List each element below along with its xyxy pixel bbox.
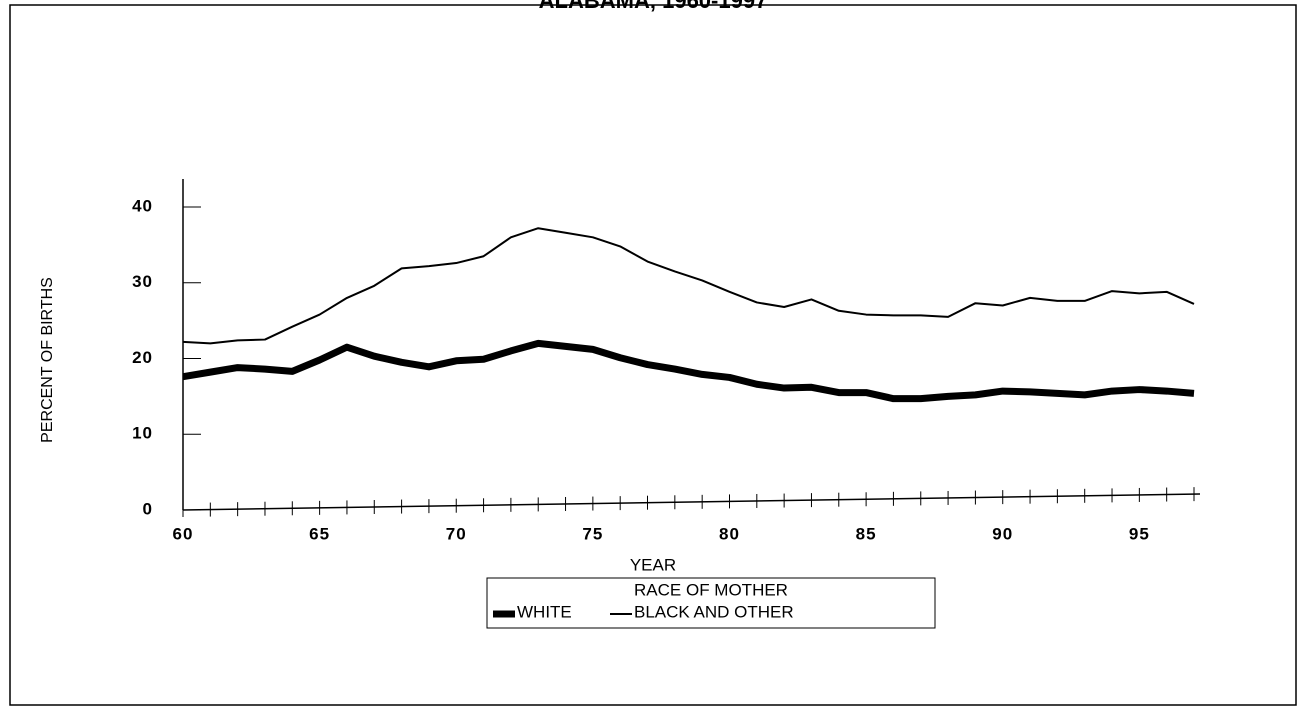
frame [9,4,1297,706]
x-axis [182,493,1201,511]
chart-title: ALABAMA, 1960-1997 [539,0,768,13]
y-tick-label: 20 [132,348,153,367]
x-tick-label: 60 [173,524,194,543]
x-tick-label: 90 [992,524,1013,543]
x-tick-label: 95 [1129,524,1150,543]
y-tick-label: 30 [132,272,153,291]
x-tick-label: 85 [856,524,877,543]
x-tick-label: 75 [582,524,603,543]
y-tick-label: 40 [132,196,153,215]
x-tick-label: 70 [446,524,467,543]
y-tick-label: 10 [132,424,153,443]
legend-box [486,577,936,629]
legend-title: RACE OF MOTHER [634,580,788,599]
series-line [182,339,1195,403]
x-tick-label: 80 [719,524,740,543]
legend-label: BLACK AND OTHER [634,602,794,621]
y-tick-label: 0 [143,499,153,518]
x-axis-label: YEAR [630,555,676,574]
series-line [182,227,1195,345]
x-tick-label: 65 [309,524,330,543]
legend-label: WHITE [517,602,572,621]
y-axis-label: PERCENT OF BIRTHS [39,277,56,443]
